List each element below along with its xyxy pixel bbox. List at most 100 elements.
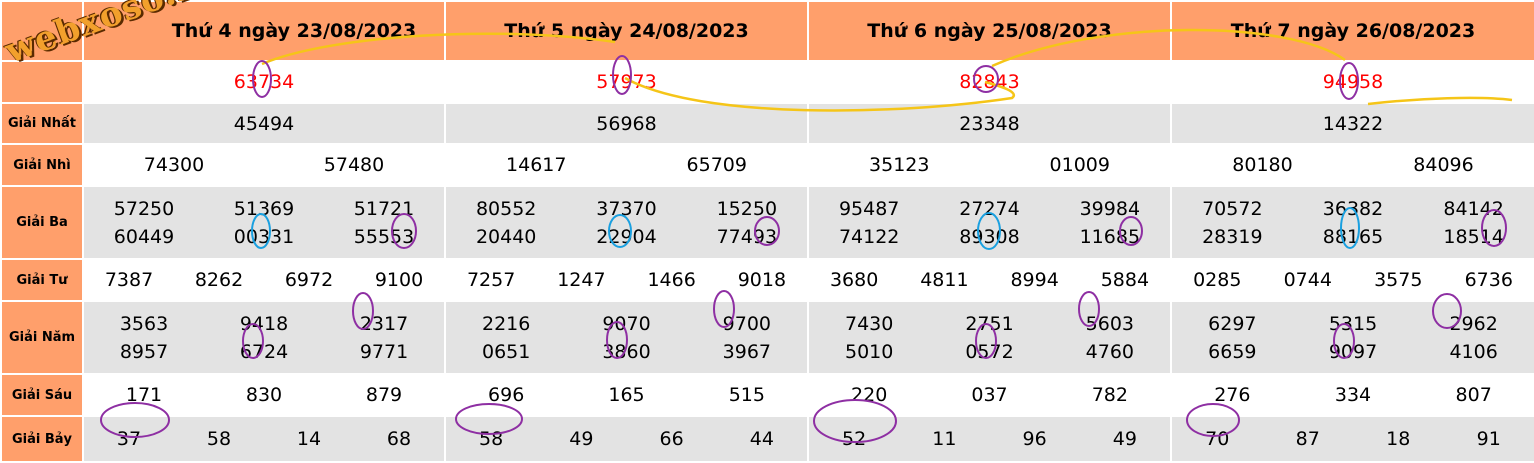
prize-number: 11 (899, 428, 989, 450)
fifth-prize-label: Giải Năm (1, 301, 83, 374)
special-prize-day-2: 57973 (445, 61, 808, 103)
prize-number: 8262 (174, 269, 264, 291)
prize-number: 15250 (687, 198, 807, 220)
day-header-4: Thứ 7 ngày 26/08/2023 (1171, 1, 1534, 61)
prize-number: 8957 (84, 341, 204, 363)
prize-number: 00331 (204, 226, 324, 248)
prize-number: 37 (84, 428, 174, 450)
prize-number: 49 (536, 428, 626, 450)
prize-number: 51721 (324, 198, 444, 220)
prize-number: 66 (627, 428, 717, 450)
prize-number: 87 (1263, 428, 1354, 450)
prize-number: 0651 (446, 341, 566, 363)
prize-number: 84096 (1413, 154, 1473, 176)
prize-number: 037 (929, 384, 1049, 406)
prize-number: 89308 (929, 226, 1049, 248)
special-prize-day-4: 94958 (1171, 61, 1534, 103)
prize-number: 6659 (1172, 341, 1293, 363)
prize-number: 696 (446, 384, 566, 406)
prize-number: 807 (1413, 384, 1534, 406)
special-number: 63734 (234, 71, 294, 93)
prize-number: 782 (1050, 384, 1170, 406)
prize-number: 27274 (929, 198, 1049, 220)
prize-number: 6297 (1172, 313, 1293, 335)
prize-number: 57480 (324, 154, 384, 176)
prize-number: 36382 (1293, 198, 1414, 220)
prize-number: 11685 (1050, 226, 1170, 248)
prize-number: 3563 (84, 313, 204, 335)
second-prize-day-4: 80180 84096 (1171, 144, 1534, 186)
prize-number: 01009 (1050, 154, 1110, 176)
prize-number: 9097 (1293, 341, 1414, 363)
prize-number: 80552 (446, 198, 566, 220)
prize-number: 165 (566, 384, 686, 406)
first-prize-day-4: 14322 (1171, 103, 1534, 144)
prize-number: 7387 (84, 269, 174, 291)
prize-number: 18514 (1413, 226, 1534, 248)
first-prize-day-2: 56968 (445, 103, 808, 144)
prize-number: 74300 (144, 154, 204, 176)
prize-number: 49 (1080, 428, 1170, 450)
prize-number: 6724 (204, 341, 324, 363)
prize-number: 3575 (1353, 269, 1444, 291)
special-number: 82843 (959, 71, 1019, 93)
prize-number: 9100 (354, 269, 444, 291)
prize-number: 830 (204, 384, 324, 406)
prize-number: 37370 (566, 198, 686, 220)
prize-number: 52 (809, 428, 899, 450)
prize-number: 9418 (204, 313, 324, 335)
prize-number: 22904 (566, 226, 686, 248)
first-prize-label: Giải Nhất (1, 103, 83, 144)
second-prize-label: Giải Nhì (1, 144, 83, 186)
prize-number: 9018 (717, 269, 807, 291)
fourth-prize-label: Giải Tư (1, 259, 83, 301)
prize-number: 28319 (1172, 226, 1293, 248)
prize-number: 88165 (1293, 226, 1414, 248)
prize-number: 171 (84, 384, 204, 406)
prize-number: 55553 (324, 226, 444, 248)
prize-number: 20440 (446, 226, 566, 248)
special-prize-day-1: 63734 (83, 61, 445, 103)
day-header-2: Thứ 5 ngày 24/08/2023 (445, 1, 808, 61)
prize-number: 58 (174, 428, 264, 450)
prize-number: 39984 (1050, 198, 1170, 220)
prize-number: 5315 (1293, 313, 1414, 335)
prize-number: 2317 (324, 313, 444, 335)
prize-number: 57250 (84, 198, 204, 220)
prize-number: 6736 (1444, 269, 1534, 291)
third-prize-label: Giải Ba (1, 186, 83, 259)
prize-number: 6972 (264, 269, 354, 291)
seventh-prize-label: Giải Bảy (1, 416, 83, 462)
prize-number: 3967 (687, 341, 807, 363)
prize-number: 276 (1172, 384, 1293, 406)
prize-number: 7257 (446, 269, 536, 291)
second-prize-day-1: 74300 57480 (83, 144, 445, 186)
prize-number: 4106 (1413, 341, 1534, 363)
day-header-3: Thứ 6 ngày 25/08/2023 (808, 1, 1171, 61)
prize-number: 334 (1293, 384, 1414, 406)
prize-number: 3680 (809, 269, 899, 291)
prize-number: 51369 (204, 198, 324, 220)
prize-number: 60449 (84, 226, 204, 248)
prize-number: 8994 (990, 269, 1080, 291)
prize-number: 80180 (1232, 154, 1292, 176)
sixth-prize-label: Giải Sáu (1, 374, 83, 416)
special-prize-day-3: 82843 (808, 61, 1171, 103)
prize-number: 58 (446, 428, 536, 450)
prize-number: 14 (264, 428, 354, 450)
